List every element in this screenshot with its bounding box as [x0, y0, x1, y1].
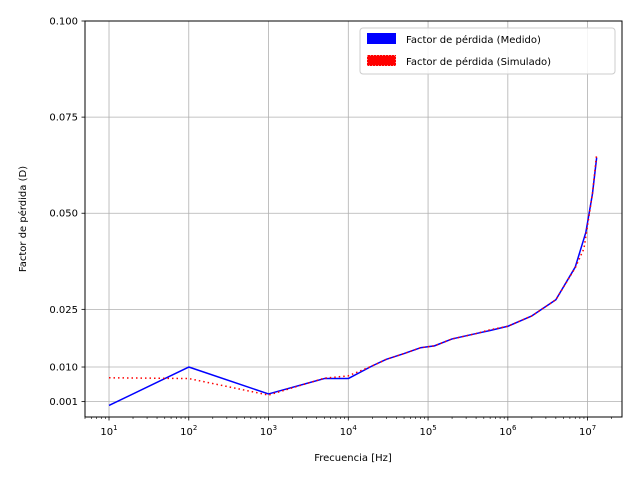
- x-tick-label: 104: [340, 424, 358, 438]
- legend-swatch-simulated: [366, 54, 397, 67]
- y-axis-title: Factor de pérdida (D): [17, 166, 29, 272]
- legend-label-measured: Factor de pérdida (Medido): [406, 34, 541, 46]
- x-tick-label: 105: [419, 424, 436, 438]
- x-tick-label-base: 10: [340, 427, 353, 438]
- x-tick-label-exponent: 7: [592, 424, 596, 432]
- x-axis-title: Frecuencia [Hz]: [314, 453, 392, 464]
- y-tick-label: 0.075: [49, 113, 78, 124]
- series-line-measured: [108, 157, 598, 407]
- x-tick-label-base: 10: [579, 427, 592, 438]
- legend: Factor de pérdida (Medido) Factor de pér…: [359, 27, 616, 75]
- x-tick-label-base: 10: [499, 427, 512, 438]
- y-tick-label: 0.050: [49, 209, 78, 220]
- y-tick-label: 0.025: [49, 305, 78, 316]
- x-tick-label-base: 10: [180, 427, 193, 438]
- y-tick-label: 0.100: [49, 17, 78, 28]
- x-tick-label-base: 10: [419, 427, 432, 438]
- y-tick-label: 0.001: [49, 397, 78, 408]
- x-tick-label: 106: [499, 424, 517, 438]
- x-tick-label-exponent: 1: [113, 424, 117, 432]
- x-tick-label: 103: [260, 424, 277, 438]
- legend-label-simulated: Factor de pérdida (Simulado): [406, 56, 551, 68]
- x-tick-label-base: 10: [260, 427, 273, 438]
- plot-frame: [84, 20, 623, 418]
- x-tick-label: 107: [579, 424, 596, 438]
- x-tick-label-exponent: 6: [512, 424, 517, 432]
- grid-lines: [85, 20, 622, 417]
- x-tick-label-exponent: 2: [193, 424, 197, 432]
- x-tick-label: 102: [180, 424, 197, 438]
- x-tick-label-base: 10: [100, 427, 113, 438]
- x-tick-label: 101: [100, 424, 117, 438]
- axis-ticks: 101 102 103 104 105 106 1070.0010.0100.0250.05…: [49, 17, 612, 438]
- legend-swatch-measured: [367, 33, 396, 44]
- x-tick-label-exponent: 4: [352, 424, 357, 432]
- data-series: [108, 153, 598, 407]
- y-tick-label: 0.010: [49, 363, 78, 374]
- x-tick-label-exponent: 5: [432, 424, 436, 432]
- x-tick-label-exponent: 3: [273, 424, 277, 432]
- legend-box: [359, 27, 616, 75]
